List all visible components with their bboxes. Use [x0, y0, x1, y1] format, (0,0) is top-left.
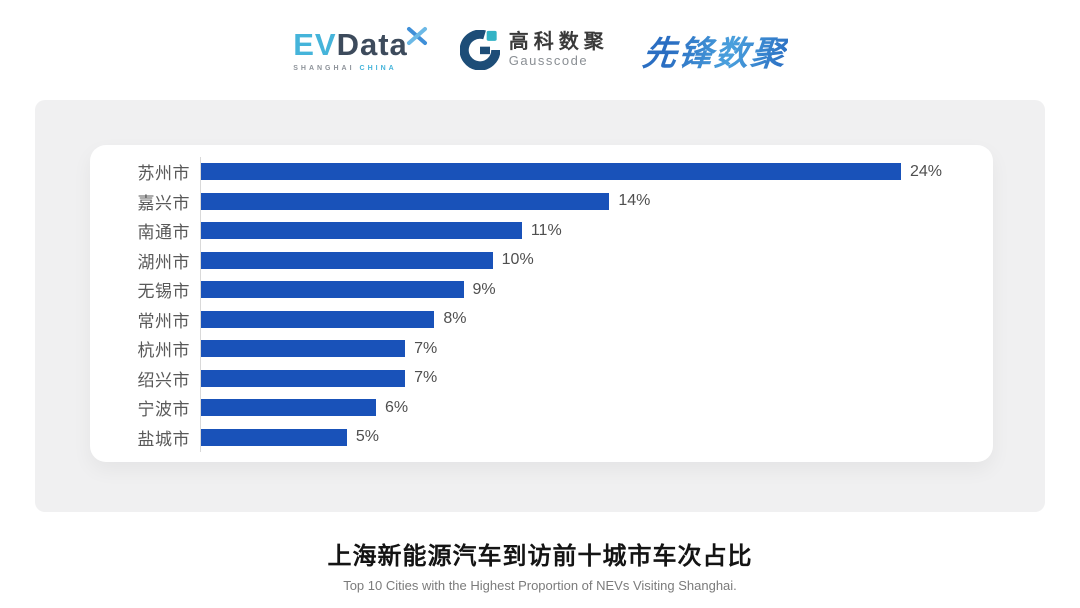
chart-title: 上海新能源汽车到访前十城市车次占比 — [327, 543, 753, 570]
chart-row: 无锡市 9% — [110, 275, 973, 305]
evdata-china-text: CHINA — [359, 64, 397, 72]
chart-row: 绍兴市 7% — [110, 363, 973, 393]
category-label: 绍兴市 — [137, 370, 190, 390]
bar — [201, 192, 610, 210]
chart-row: 嘉兴市 14% — [110, 186, 973, 216]
bar — [201, 399, 376, 417]
bar — [201, 428, 347, 446]
category-label: 宁波市 — [137, 400, 190, 420]
row-plot-area: 7% — [200, 363, 973, 393]
evdata-logo: EV Data SHANGHAI CHINA — [293, 26, 427, 72]
category-label: 嘉兴市 — [137, 193, 190, 213]
chart-row: 盐城市 5% — [110, 422, 973, 452]
value-label: 6% — [385, 398, 409, 416]
evdata-wordmark: EV Data — [293, 29, 408, 60]
category-label: 无锡市 — [137, 282, 190, 302]
bar — [201, 369, 406, 387]
row-plot-area: 8% — [200, 304, 973, 334]
category-label: 盐城市 — [137, 429, 190, 449]
row-plot-area: 11% — [200, 216, 973, 246]
bar — [201, 310, 435, 328]
evdata-ev-text: EV — [293, 26, 337, 62]
row-plot-area: 10% — [200, 245, 973, 275]
evdata-subtext: SHANGHAI CHINA — [293, 65, 396, 72]
row-plot-area: 14% — [200, 186, 973, 216]
row-plot-area: 9% — [200, 275, 973, 305]
bar — [201, 163, 901, 181]
category-label: 常州市 — [137, 311, 190, 331]
chart-row: 常州市 8% — [110, 304, 973, 334]
footer: 上海新能源汽车到访前十城市车次占比 Top 10 Cities with the… — [0, 536, 1080, 593]
evdata-star-icon — [406, 25, 428, 52]
value-label: 9% — [472, 280, 496, 298]
value-label: 11% — [530, 221, 562, 239]
row-plot-area: 6% — [200, 393, 973, 423]
value-label: 7% — [414, 339, 438, 357]
evdata-data-text: Data — [336, 26, 408, 62]
bar — [201, 251, 493, 269]
bar — [201, 340, 406, 358]
chart-rows: 苏州市 24% 嘉兴市 14% 南通市 11% 湖州市 10% 无锡市 9% 常州市 8% 杭州市 7% 绍… — [110, 157, 973, 452]
row-plot-area: 7% — [200, 334, 973, 364]
row-plot-area: 24% — [200, 157, 973, 187]
evdata-shanghai-text: SHANGHAI — [293, 64, 355, 72]
header: EV Data SHANGHAI CHINA 高科数聚 Gausscode 先锋数… — [0, 0, 1080, 100]
value-label: 5% — [355, 428, 379, 446]
value-label: 8% — [443, 310, 467, 328]
chart-card: 苏州市 24% 嘉兴市 14% 南通市 11% 湖州市 10% 无锡市 9% 常州市 8% 杭州市 7% 绍… — [90, 145, 993, 462]
value-label: 24% — [910, 162, 943, 180]
chart-subtitle: Top 10 Cities with the Highest Proportio… — [343, 578, 737, 593]
gausscode-logo: 高科数聚 Gausscode — [459, 29, 609, 71]
category-label: 南通市 — [137, 223, 190, 243]
chart-row: 湖州市 10% — [110, 245, 973, 275]
row-plot-area: 5% — [200, 422, 973, 452]
pioneer-logo: 先锋数聚 — [640, 26, 789, 75]
chart-row: 南通市 11% — [110, 216, 973, 246]
bar — [201, 281, 464, 299]
gausscode-en-text: Gausscode — [508, 53, 589, 69]
gausscode-cn-text: 高科数聚 — [508, 31, 609, 54]
category-label: 杭州市 — [137, 341, 190, 361]
bar — [201, 222, 522, 240]
chart-row: 杭州市 7% — [110, 334, 973, 364]
chart-row: 宁波市 6% — [110, 393, 973, 423]
category-label: 湖州市 — [137, 252, 190, 272]
value-label: 14% — [618, 192, 651, 210]
category-label: 苏州市 — [137, 164, 190, 184]
chart-row: 苏州市 24% — [110, 157, 973, 187]
value-label: 10% — [501, 251, 534, 269]
chart-panel: 苏州市 24% 嘉兴市 14% 南通市 11% 湖州市 10% 无锡市 9% 常州市 8% 杭州市 7% 绍… — [35, 100, 1045, 512]
gausscode-g-icon — [459, 29, 501, 71]
value-label: 7% — [414, 369, 438, 387]
